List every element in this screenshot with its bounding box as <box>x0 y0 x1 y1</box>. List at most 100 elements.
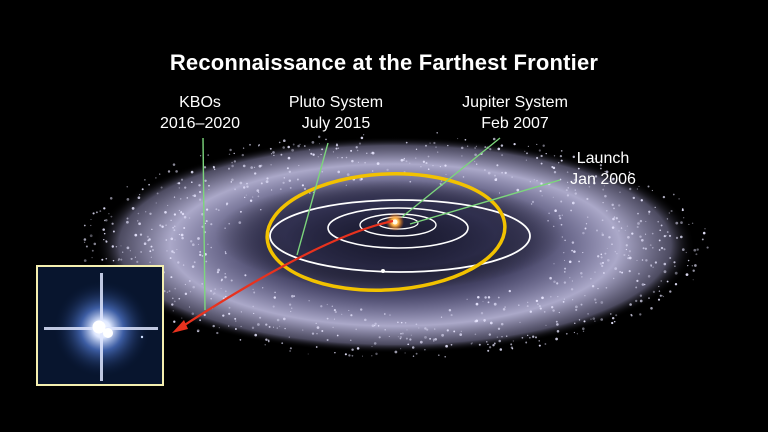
kuiper-belt-particle <box>190 170 194 174</box>
kuiper-belt-particle <box>645 259 648 262</box>
kuiper-belt-particle <box>136 260 139 264</box>
kuiper-belt-particle <box>680 221 683 224</box>
kuiper-belt-particle <box>659 229 662 232</box>
kuiper-belt-particle <box>190 240 193 243</box>
kuiper-belt-particle <box>308 149 311 151</box>
kuiper-belt-particle <box>569 277 571 279</box>
kuiper-belt-particle <box>666 280 669 283</box>
kuiper-belt-particle <box>167 170 171 173</box>
kuiper-belt-particle <box>647 185 650 188</box>
kuiper-belt-particle <box>270 189 273 191</box>
kuiper-belt-particle <box>332 326 334 329</box>
kuiper-belt-particle <box>252 288 254 291</box>
kuiper-belt-particle <box>594 158 596 160</box>
kuiper-belt-particle <box>496 164 499 167</box>
kuiper-belt-particle <box>678 198 680 200</box>
kuiper-belt-particle <box>543 311 546 313</box>
kuiper-belt-particle <box>670 209 673 213</box>
kuiper-belt-particle <box>487 343 489 346</box>
label-launch-name: Launch <box>576 150 630 167</box>
kuiper-belt-particle <box>239 210 242 213</box>
kuiper-belt-particle <box>318 143 321 145</box>
kuiper-belt-particle <box>559 217 562 220</box>
kuiper-belt-particle <box>170 276 173 279</box>
kuiper-belt-particle <box>256 189 260 192</box>
kuiper-belt-particle <box>594 320 596 322</box>
kuiper-belt-particle <box>623 253 626 257</box>
label-launch: Launch Jan 2006 <box>548 148 658 190</box>
kuiper-belt-particle <box>679 235 683 239</box>
kuiper-belt-particle <box>602 201 604 204</box>
kuiper-belt-particle <box>351 159 354 163</box>
kuiper-belt-particle <box>693 248 697 252</box>
kuiper-belt-particle <box>177 261 180 264</box>
kuiper-belt-particle <box>559 178 562 181</box>
kuiper-belt-particle <box>533 179 535 181</box>
kuiper-belt-particle <box>326 303 328 306</box>
kuiper-belt-particle <box>137 220 139 222</box>
kuiper-belt-particle <box>616 252 618 255</box>
kuiper-belt-particle <box>422 160 426 163</box>
kuiper-belt-particle <box>576 333 578 335</box>
kuiper-belt-particle <box>641 259 644 261</box>
kuiper-belt-particle <box>409 180 412 183</box>
kuiper-belt-particle <box>429 337 432 340</box>
kuiper-belt-particle <box>400 321 403 324</box>
kuiper-belt-particle <box>335 144 339 147</box>
kuiper-belt-particle <box>252 196 254 198</box>
kuiper-belt-particle <box>566 181 569 183</box>
kuiper-belt-particle <box>83 259 87 262</box>
kuiper-belt-particle <box>531 200 535 203</box>
kuiper-belt-particle <box>103 207 106 210</box>
kuiper-belt-particle <box>494 174 496 177</box>
kuiper-belt-particle <box>432 338 435 341</box>
kuiper-belt-particle <box>246 185 249 188</box>
kuiper-belt-particle <box>372 170 374 172</box>
kuiper-belt-particle <box>652 290 656 293</box>
kuiper-belt-particle <box>558 311 560 314</box>
kuiper-belt-particle <box>606 247 608 250</box>
kuiper-belt-particle <box>658 239 661 242</box>
kuiper-belt-particle <box>213 292 216 295</box>
kuiper-belt-particle <box>647 275 651 278</box>
kuiper-belt-particle <box>538 344 541 347</box>
kuiper-belt-particle <box>280 153 283 156</box>
kuiper-belt-particle <box>234 188 237 191</box>
kuiper-belt-particle <box>669 257 672 259</box>
kuiper-belt-particle <box>165 239 168 241</box>
kuiper-belt-particle <box>639 299 643 303</box>
kuiper-belt-particle <box>648 213 650 215</box>
kuiper-belt-particle <box>239 339 242 341</box>
kuiper-belt-particle <box>470 343 473 345</box>
kuiper-belt-particle <box>545 324 547 326</box>
kuiper-belt-particle <box>293 295 296 297</box>
kuiper-belt-particle <box>272 305 275 308</box>
kuiper-belt-particle <box>474 333 477 336</box>
kuiper-belt-particle <box>333 318 335 320</box>
kuiper-belt-particle <box>112 259 115 262</box>
kuiper-belt-particle <box>316 332 318 335</box>
kuiper-belt-particle <box>511 176 513 178</box>
kuiper-belt-particle <box>403 157 405 160</box>
kuiper-belt-particle <box>199 319 201 322</box>
kuiper-belt-particle <box>450 314 453 317</box>
kuiper-belt-particle <box>350 314 353 317</box>
kuiper-belt-particle <box>273 296 276 299</box>
kuiper-belt-particle <box>191 265 195 268</box>
kuiper-belt-particle <box>159 173 161 175</box>
kuiper-belt-particle <box>540 182 543 185</box>
kuiper-belt-particle <box>663 234 666 238</box>
kuiper-belt-particle <box>303 187 307 191</box>
kuiper-belt-particle <box>231 161 233 164</box>
kuiper-belt-particle <box>83 224 86 227</box>
kuiper-belt-particle <box>612 277 615 280</box>
kuiper-belt-particle <box>205 220 208 223</box>
kuiper-belt-particle <box>239 181 243 185</box>
kuiper-belt-particle <box>612 217 615 221</box>
kuiper-belt-particle <box>360 308 363 311</box>
kuiper-belt-particle <box>525 159 527 161</box>
kuiper-belt-particle <box>321 330 324 332</box>
kuiper-belt-particle <box>637 212 639 215</box>
kuiper-belt-particle <box>564 239 566 242</box>
kuiper-belt-particle <box>333 309 336 312</box>
